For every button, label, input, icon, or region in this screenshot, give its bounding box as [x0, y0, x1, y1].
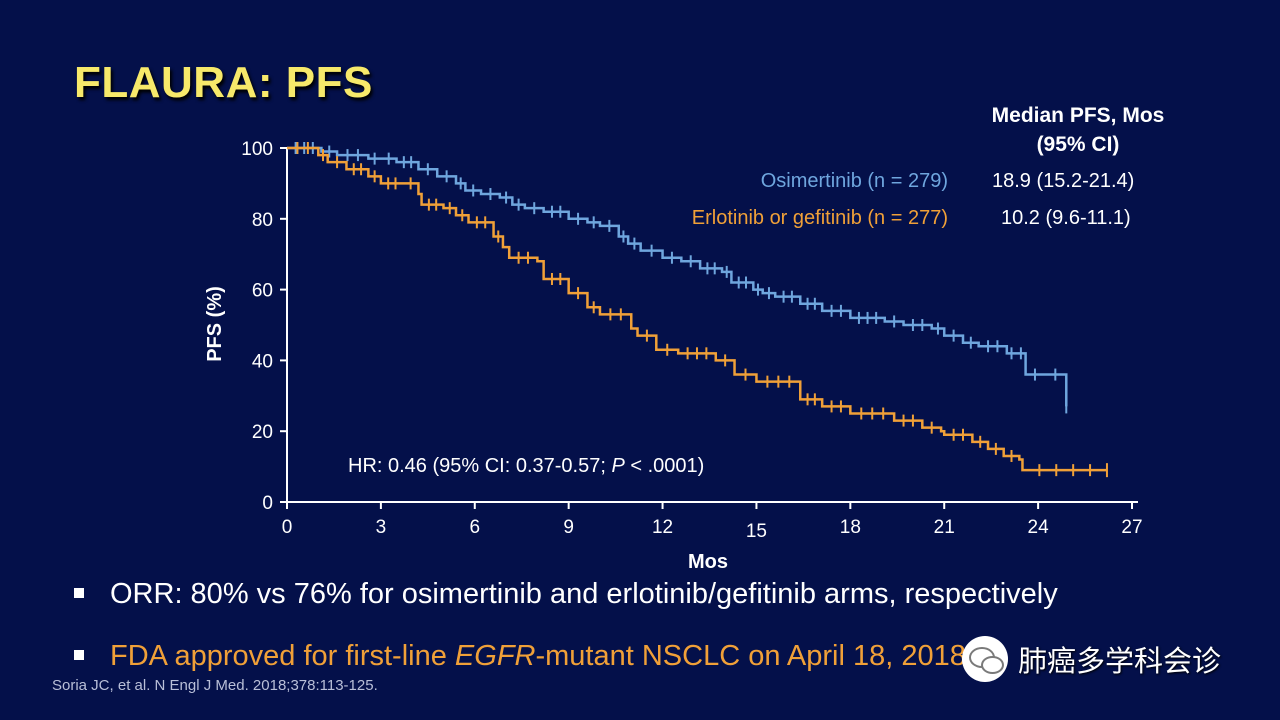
hr-p-symbol: P — [611, 455, 625, 477]
bullet-orr: ORR: 80% vs 76% for osimertinib and erlo… — [74, 574, 1194, 614]
km-curve-0 — [287, 146, 1068, 407]
y-tick-label: 80 — [252, 210, 273, 231]
median-value-comparator: 10.2 (9.6-11.1) — [1001, 207, 1131, 229]
x-tick-label: 27 — [1121, 517, 1142, 538]
x-tick-label: 6 — [469, 517, 480, 538]
x-tick-label: 12 — [652, 517, 673, 538]
bullet-fda-text-post: -mutant NSCLC on April 18, 2018 — [535, 640, 966, 672]
slide-title: FLAURA: PFS — [74, 58, 373, 107]
y-tick-label: 0 — [262, 493, 273, 514]
y-axis-title: PFS (%) — [204, 286, 226, 362]
y-tick-label: 100 — [241, 139, 273, 160]
bullet-list: ORR: 80% vs 76% for osimertinib and erlo… — [74, 574, 1194, 698]
bullet-orr-text: ORR: 80% vs 76% for osimertinib and erlo… — [110, 578, 1058, 610]
legend-label-osimertinib: Osimertinib (n = 279) — [760, 170, 948, 192]
watermark: 肺癌多学科会诊 — [962, 636, 1221, 682]
x-tick-label: 15 — [746, 521, 767, 542]
hr-prefix: HR: 0.46 (95% CI: 0.37-0.57; — [348, 455, 612, 477]
x-tick-label: 24 — [1028, 517, 1050, 538]
x-tick-label: 9 — [563, 517, 574, 538]
y-tick-label: 60 — [252, 281, 273, 302]
y-tick-label: 40 — [252, 351, 273, 372]
x-tick-label: 0 — [282, 517, 293, 538]
y-tick-label: 20 — [252, 422, 273, 443]
watermark-text: 肺癌多学科会诊 — [1018, 644, 1222, 678]
bullet-fda-text-em: EGFR — [454, 640, 536, 672]
bullet-fda-text-pre: FDA approved for first-line — [110, 640, 455, 672]
wechat-icon — [962, 636, 1008, 682]
median-pfs-header: Median PFS, Mos (95% CI) — [968, 101, 1188, 159]
median-pfs-header-line2: (95% CI) — [1036, 133, 1120, 156]
x-tick-label: 18 — [840, 517, 861, 538]
hr-suffix: < .0001) — [624, 455, 705, 477]
chart-axes: 0 3 6 9 12 15 18 21 24 27 0 20 40 60 80 100 — [241, 139, 1142, 542]
legend-label-comparator: Erlotinib or gefitinib (n = 277) — [691, 207, 948, 229]
median-value-osimertinib: 18.9 (15.2-21.4) — [992, 170, 1135, 192]
bullet-fda: FDA approved for first-line EGFR-mutant … — [74, 636, 1194, 676]
median-pfs-header-line1: Median PFS, Mos — [991, 104, 1165, 127]
citation: Soria JC, et al. N Engl J Med. 2018;378:… — [52, 677, 378, 694]
km-curve-1 — [287, 146, 1107, 472]
chart-series — [287, 142, 1108, 478]
bullet-square-icon — [74, 650, 84, 660]
x-tick-label: 21 — [934, 517, 955, 538]
x-tick-label: 3 — [376, 517, 387, 538]
hazard-ratio-annotation: HR: 0.46 (95% CI: 0.37-0.57; P < .0001) — [348, 455, 704, 478]
x-axis-title: Mos — [688, 551, 728, 573]
bullet-square-icon — [74, 588, 84, 598]
